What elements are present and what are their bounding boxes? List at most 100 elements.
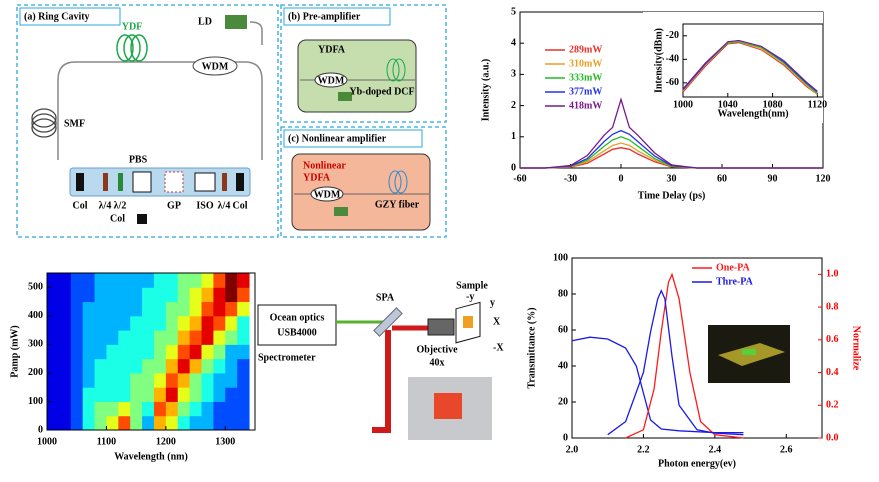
panel-title: (c) Nonlinear amplifier [288,133,387,144]
heatmap-cell [142,401,155,417]
heatmap-cell [225,415,238,431]
heatmap-cell [118,344,131,360]
heatmap-cell [201,287,214,303]
label: Yb-doped DCF [349,86,414,97]
heatmap-cell [130,330,143,345]
heatmap-cell [201,415,214,431]
x-axis-label: Time Delay (ps) [638,190,706,201]
heatmap-cell [118,387,131,402]
heatmap-cell [142,287,155,303]
heatmap-cell [153,344,167,360]
heatmap-cell [94,415,107,431]
panel-border [280,4,447,123]
y-tick-label: 5 [511,6,516,17]
heatmap-cell [177,330,191,345]
heatmap-cell [70,315,84,331]
x-tick-label: 1040 [718,99,738,110]
heatmap-cell [47,344,60,360]
x-axis-label: Wavelength(nm) [717,108,788,119]
heatmap-cell [189,301,203,317]
label: Objective [416,344,458,355]
heatmap-cell [47,315,60,331]
pump-chip [338,92,352,101]
label: PBS [129,154,148,165]
panel-title: (b) Pre-amplifier [288,11,361,22]
heatmap-cell [237,301,250,317]
label: GZY fiber [375,199,420,210]
legend-label: 310mW [569,58,602,69]
panel-border [280,126,447,238]
waveplate [103,173,108,191]
heatmap-cell [189,415,203,431]
label: 40x [430,357,445,368]
heatmap-cell [237,315,250,331]
heatmap-cell [58,372,72,388]
heatmap-cell [189,358,203,374]
heatmap-cell [177,372,191,388]
heatmap-cell [106,273,119,288]
heatmap-cell [130,401,143,417]
x-tick-label: 1300 [215,436,235,447]
heatmap-cell [153,330,167,345]
y-tick-label: 20 [558,396,568,407]
heatmap-cell [153,415,167,431]
heatmap-cell [153,387,167,402]
heatmap-cell [118,273,131,288]
heatmap-cell [70,330,84,345]
heatmap-cell [118,358,131,374]
heatmap-cell [165,301,179,317]
heatmap-cell [106,330,119,345]
heatmap-cell [237,415,250,431]
heatmap-cell [130,415,143,431]
heatmap-cell [130,287,143,303]
heatmap-cell [165,415,179,431]
heatmap-cell [47,287,60,303]
heatmap-cell [58,301,72,317]
gzy-coil [388,170,408,194]
heatmap-cell [70,387,84,402]
heatmap-cell [82,415,96,431]
device-photo [708,325,790,383]
heatmap-cell [177,287,191,303]
mirror [373,307,403,337]
heatmap-cell [153,401,167,417]
heatmap-cell [225,330,238,345]
heatmap-cell [225,287,238,303]
y-tick-label: 100 [28,396,43,407]
series-line [571,336,744,434]
heatmap-cell [201,273,214,288]
heatmap-cell [118,415,131,431]
label: Ocean optics [270,312,325,323]
ydfa-box [291,153,431,231]
label: LD [198,16,212,27]
heatmap-cell [118,401,131,417]
y2-tick-label: 1.0 [826,269,839,280]
heatmap-cell [189,330,203,345]
heatmap-cell [94,330,107,345]
x-tick-label: 120 [816,173,831,184]
heatmap-cell [58,358,72,374]
heatmap-cell [153,315,167,331]
y-tick-label: 0 [563,432,568,443]
heatmap-cell [177,415,191,431]
heatmap-cell [142,273,155,288]
heatmap-cell [58,344,72,360]
heatmap-cell [177,315,191,331]
label: Col [233,200,248,211]
y-tick-label: 0 [38,424,43,435]
heatmap-cell [47,358,60,374]
series-line [682,39,818,92]
legend-label: Thre-PA [716,276,754,287]
sample [463,316,473,328]
heatmap-cell [153,358,167,374]
heatmap-cell [94,401,107,417]
heatmap-cell [94,273,107,288]
series-line [607,289,744,436]
y-tick-label: 80 [558,288,568,299]
heatmap-cell [237,344,250,360]
plot-frame [46,272,256,431]
heatmap-cell [82,330,96,345]
heatmap-cell [130,387,143,402]
y2-tick-label: 0.8 [826,301,839,312]
